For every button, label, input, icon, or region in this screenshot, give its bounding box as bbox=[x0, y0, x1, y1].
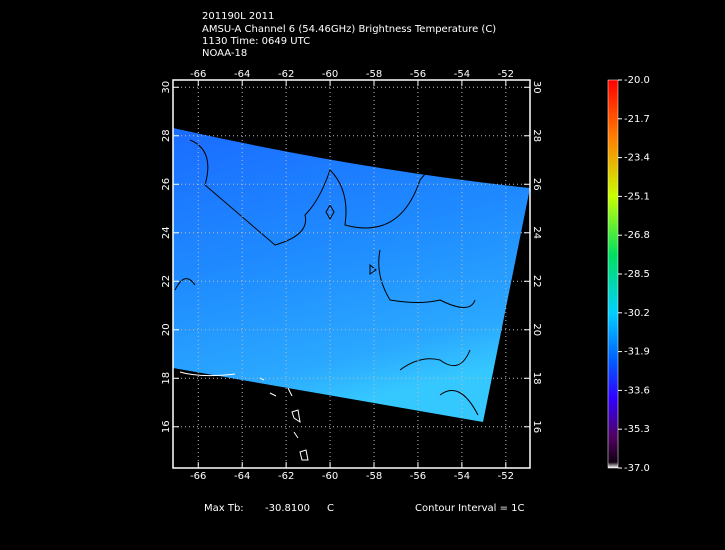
y-tick-label: 30 bbox=[161, 81, 172, 94]
y-tick-label: 16 bbox=[161, 420, 172, 433]
x-tick-label: -60 bbox=[322, 471, 338, 482]
colorbar-label: -35.3 bbox=[624, 424, 650, 435]
coastlines bbox=[179, 371, 309, 461]
max-unit: C bbox=[327, 503, 334, 514]
colorbar-label: -26.8 bbox=[624, 230, 650, 241]
x-tick-label: -64 bbox=[234, 471, 250, 482]
x-tick-label: -64 bbox=[234, 69, 250, 80]
header-line: NOAA-18 bbox=[202, 48, 247, 59]
colorbar-label: -37.0 bbox=[624, 463, 650, 474]
x-tick-label: -52 bbox=[498, 69, 514, 80]
y-tick-label: 26 bbox=[531, 178, 542, 191]
y-tick-label: 22 bbox=[161, 275, 172, 288]
header: 201190L 2011 AMSU-A Channel 6 (54.46GHz)… bbox=[202, 11, 496, 59]
colorbar-label: -30.2 bbox=[624, 308, 650, 319]
y-tick-label: 24 bbox=[531, 226, 542, 239]
contours bbox=[174, 139, 479, 416]
colorbar-label: -31.9 bbox=[624, 347, 650, 358]
y-tick-label: 22 bbox=[531, 275, 542, 288]
max-value: -30.8100 bbox=[265, 503, 310, 514]
colorbar-label: -28.5 bbox=[624, 269, 650, 280]
x-tick-label: -54 bbox=[454, 69, 470, 80]
contour-interval: Contour Interval = 1C bbox=[415, 503, 525, 514]
header-line: 201190L 2011 bbox=[202, 11, 274, 22]
header-line: 1130 Time: 0649 UTC bbox=[202, 36, 310, 47]
y-tick-label: 18 bbox=[531, 372, 542, 385]
x-tick-label: -56 bbox=[410, 471, 426, 482]
x-tick-label: -60 bbox=[322, 69, 338, 80]
y-tick-label: 28 bbox=[531, 129, 542, 142]
y-tick-label: 26 bbox=[161, 178, 172, 191]
header-line: AMSU-A Channel 6 (54.46GHz) Brightness T… bbox=[202, 24, 496, 35]
colorbar-label: -23.4 bbox=[624, 153, 650, 164]
x-tick-label: -52 bbox=[498, 471, 514, 482]
colorbar-label: -25.1 bbox=[624, 191, 650, 202]
x-tick-label: -66 bbox=[190, 471, 206, 482]
x-tick-label: -56 bbox=[410, 69, 426, 80]
y-tick-label: 20 bbox=[531, 323, 542, 336]
y-tick-label: 18 bbox=[161, 372, 172, 385]
colorbar-label: -21.7 bbox=[624, 114, 650, 125]
y-tick-label: 30 bbox=[531, 81, 542, 94]
x-tick-label: -62 bbox=[278, 471, 294, 482]
x-tick-label: -58 bbox=[366, 471, 382, 482]
x-tick-label: -66 bbox=[190, 69, 206, 80]
x-tick-label: -58 bbox=[366, 69, 382, 80]
y-tick-label: 28 bbox=[161, 129, 172, 142]
y-tick-label: 24 bbox=[161, 226, 172, 239]
map-frame bbox=[172, 79, 531, 469]
colorbar-label: -20.0 bbox=[624, 75, 650, 86]
colorbar-label: -33.6 bbox=[624, 385, 650, 396]
y-tick-label: 16 bbox=[531, 420, 542, 433]
max-label: Max Tb: bbox=[204, 503, 244, 514]
satellite-swath bbox=[173, 128, 530, 422]
colorbar bbox=[607, 79, 619, 469]
x-tick-label: -54 bbox=[454, 471, 470, 482]
footer: Max Tb: -30.8100 C Contour Interval = 1C bbox=[204, 503, 525, 514]
x-tick-label: -62 bbox=[278, 69, 294, 80]
y-tick-label: 20 bbox=[161, 323, 172, 336]
